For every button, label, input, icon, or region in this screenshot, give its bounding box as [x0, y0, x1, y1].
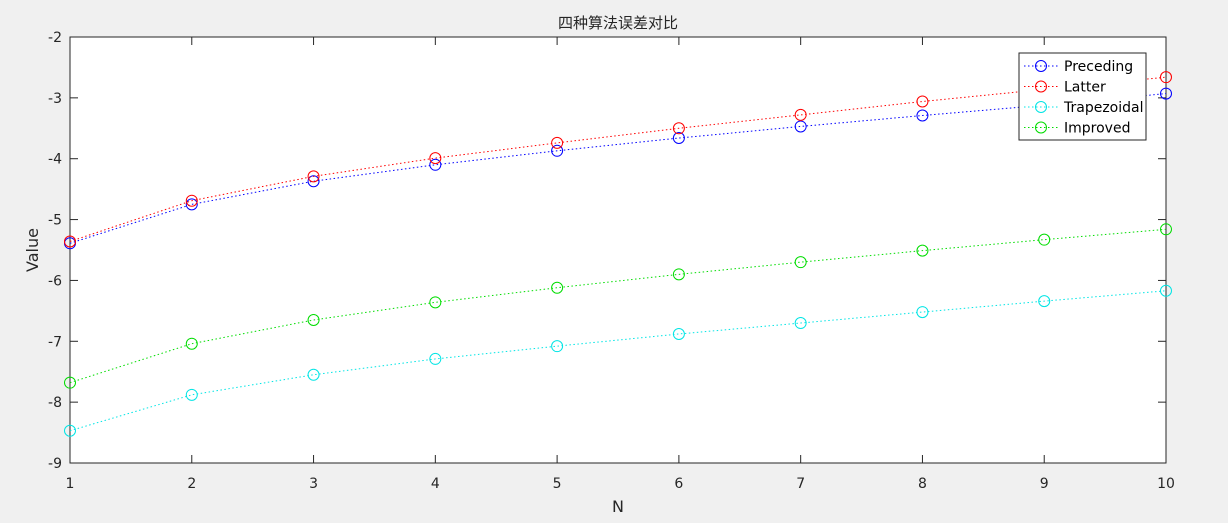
y-tick-label: -2 [48, 30, 62, 46]
x-tick-label: 4 [431, 476, 440, 492]
data-point-preceding [185, 198, 198, 211]
series-line-trapezoidal [69, 290, 1167, 432]
legend-box [1018, 52, 1147, 141]
data-point-trapezoidal [794, 317, 807, 330]
x-tick-label: 10 [1157, 476, 1175, 492]
data-point-trapezoidal [64, 424, 76, 437]
data-point-preceding [551, 144, 564, 157]
data-point-trapezoidal [429, 352, 442, 365]
legend-marker-trapezoidal [1035, 101, 1047, 113]
y-tick-label: -8 [48, 395, 62, 411]
data-point-preceding [1160, 87, 1172, 100]
data-point-improved [916, 244, 929, 257]
series-line-preceding [69, 93, 1167, 244]
x-axis-label: N [612, 497, 624, 516]
data-point-improved [551, 281, 564, 294]
y-axis-label: Value [23, 228, 42, 272]
data-point-latter [429, 152, 442, 165]
series-layer [64, 71, 1172, 437]
x-tick-label: 3 [309, 476, 318, 492]
data-point-improved [1038, 233, 1051, 246]
legend-marker-improved [1035, 121, 1047, 134]
x-axis-ticks: 1 2 3 4 5 6 7 8 9 10 [66, 37, 1175, 492]
x-tick-label: 7 [796, 476, 805, 492]
data-point-improved [64, 376, 76, 389]
y-tick-label: -6 [48, 273, 62, 289]
legend: Preceding Latter Trapezoidal Improved [1018, 52, 1147, 141]
data-point-preceding [794, 120, 807, 133]
data-point-latter [551, 136, 564, 149]
data-point-latter [64, 235, 76, 248]
data-point-improved [1160, 223, 1172, 236]
data-point-latter [672, 122, 685, 135]
x-tick-label: 8 [918, 476, 927, 492]
data-point-trapezoidal [1038, 295, 1051, 308]
data-point-improved [672, 268, 685, 281]
y-tick-label: -3 [48, 91, 62, 107]
data-point-improved [307, 313, 320, 326]
data-point-latter [916, 95, 929, 108]
legend-marker-latter [1035, 80, 1047, 93]
data-point-trapezoidal [916, 306, 929, 319]
y-axis-ticks: -9 -8 -7 -6 -5 -4 -3 -2 [48, 30, 1166, 472]
y-tick-label: -7 [48, 334, 62, 350]
data-point-improved [185, 337, 198, 350]
data-point-preceding [307, 175, 320, 188]
data-point-latter [1160, 71, 1172, 84]
x-tick-label: 5 [553, 476, 562, 492]
y-tick-label: -5 [48, 213, 62, 229]
legend-label-trapezoidal: Trapezoidal [1063, 100, 1144, 116]
data-point-trapezoidal [672, 327, 685, 340]
data-point-preceding [916, 109, 929, 122]
x-tick-label: 9 [1040, 476, 1049, 492]
data-point-trapezoidal [307, 368, 320, 381]
y-tick-label: -9 [48, 456, 62, 472]
x-tick-label: 6 [674, 476, 683, 492]
chart-title: 四种算法误差对比 [558, 14, 678, 32]
legend-label-latter: Latter [1064, 80, 1106, 96]
data-point-improved [429, 296, 442, 309]
legend-label-improved: Improved [1064, 121, 1130, 137]
legend-label-preceding: Preceding [1064, 59, 1133, 75]
data-point-latter [307, 170, 320, 183]
plot-area [69, 36, 1167, 464]
x-tick-label: 2 [187, 476, 196, 492]
data-point-trapezoidal [1160, 284, 1172, 297]
data-point-preceding [672, 132, 685, 145]
y-tick-label: -4 [48, 152, 62, 168]
data-point-preceding [429, 158, 442, 171]
x-tick-label: 1 [66, 476, 75, 492]
legend-marker-preceding [1035, 60, 1047, 72]
data-point-latter [794, 108, 807, 121]
data-point-trapezoidal [551, 340, 564, 353]
data-point-latter [185, 194, 198, 207]
data-point-trapezoidal [185, 388, 198, 401]
data-point-improved [794, 256, 807, 269]
